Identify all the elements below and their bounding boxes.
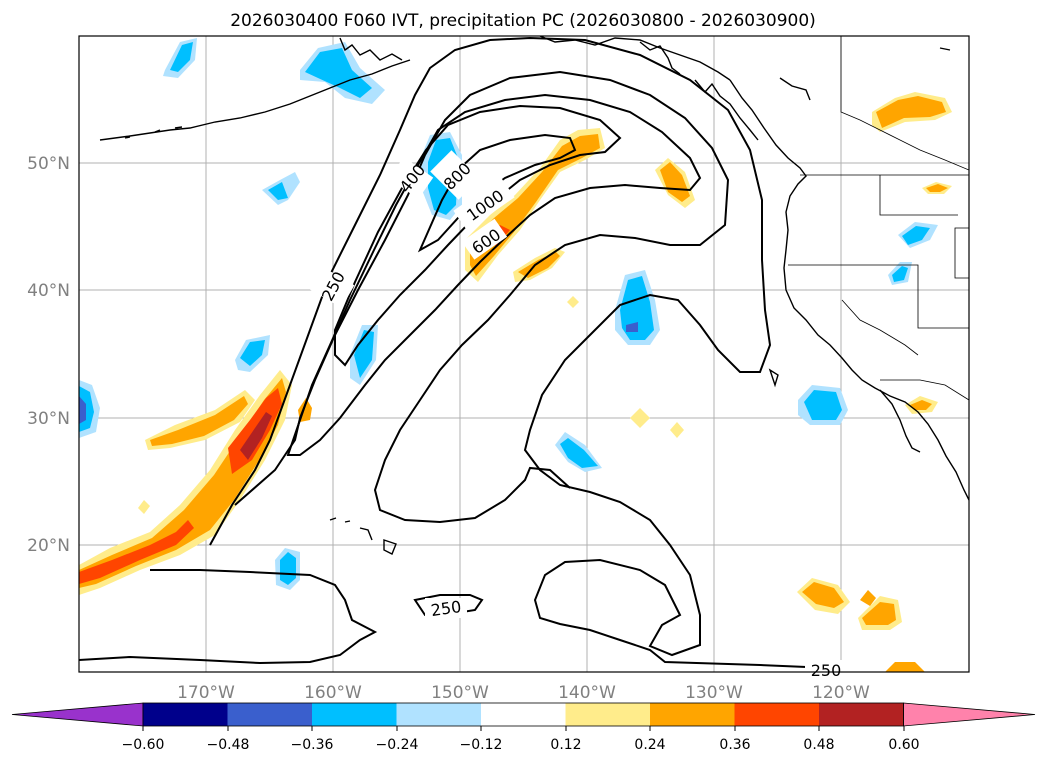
contour-label-backgrounds [301,150,845,672]
colorbar-label: −0.36 [291,737,334,753]
lon-tick-label: 150°W [431,683,489,703]
colorbar-swatch [819,703,904,726]
map-title: 2026030400 F060 IVT, precipitation PC (2… [230,11,816,31]
colorbar-label: 0.36 [719,737,750,753]
colorbar-label: 0.60 [888,737,919,753]
colorbar-swatch [481,703,566,726]
lat-tick-label: 40°N [27,281,70,301]
colorbar-swatch [734,703,820,726]
negative-precip-shading [79,38,938,590]
coastlines [99,36,969,555]
map-panel: 250 400 800 1000 600 250 250 [78,35,970,680]
lat-tick-label: 50°N [27,154,70,174]
colorbar-swatches [11,702,1036,727]
colorbar-swatch [650,703,735,726]
map-background [79,36,969,672]
longitude-tick-labels: 170°W 160°W 150°W 140°W 130°W 120°W [177,683,870,703]
political-borders [788,36,969,401]
colorbar-ticks [142,726,905,731]
lon-tick-label: 170°W [177,683,235,703]
colorbar-label: −0.48 [207,737,250,753]
colorbar-label: 0.48 [803,737,834,753]
colorbar-label: −0.60 [122,737,165,753]
contour-label-250-south: 250 [430,597,463,620]
colorbar-label: −0.24 [376,737,419,753]
colorbar: −0.60 −0.48 −0.36 −0.24 −0.12 0.12 0.24 … [11,702,1036,753]
colorbar-swatch [312,703,397,726]
lat-tick-label: 30°N [27,409,70,429]
lat-tick-label: 20°N [27,536,70,556]
colorbar-tick-labels: −0.60 −0.48 −0.36 −0.24 −0.12 0.12 0.24 … [122,737,920,753]
colorbar-label: 0.24 [634,737,665,753]
map-frame [78,35,970,673]
lon-tick-label: 130°W [685,683,743,703]
lon-tick-label: 120°W [812,683,870,703]
lon-tick-label: 140°W [558,683,616,703]
colorbar-label: 0.12 [550,737,581,753]
contour-label-250-southeast: 250 [811,661,842,680]
colorbar-extend-high [903,702,1036,727]
colorbar-swatch [565,703,651,726]
colorbar-frame [142,702,904,727]
colorbar-swatch [143,703,228,726]
latitude-tick-labels: 50°N 40°N 30°N 20°N [27,154,70,556]
colorbar-swatch [227,703,313,726]
colorbar-extend-low [11,702,144,727]
colorbar-label: −0.12 [460,737,503,753]
lon-tick-label: 160°W [304,683,362,703]
colorbar-swatch [396,703,482,726]
